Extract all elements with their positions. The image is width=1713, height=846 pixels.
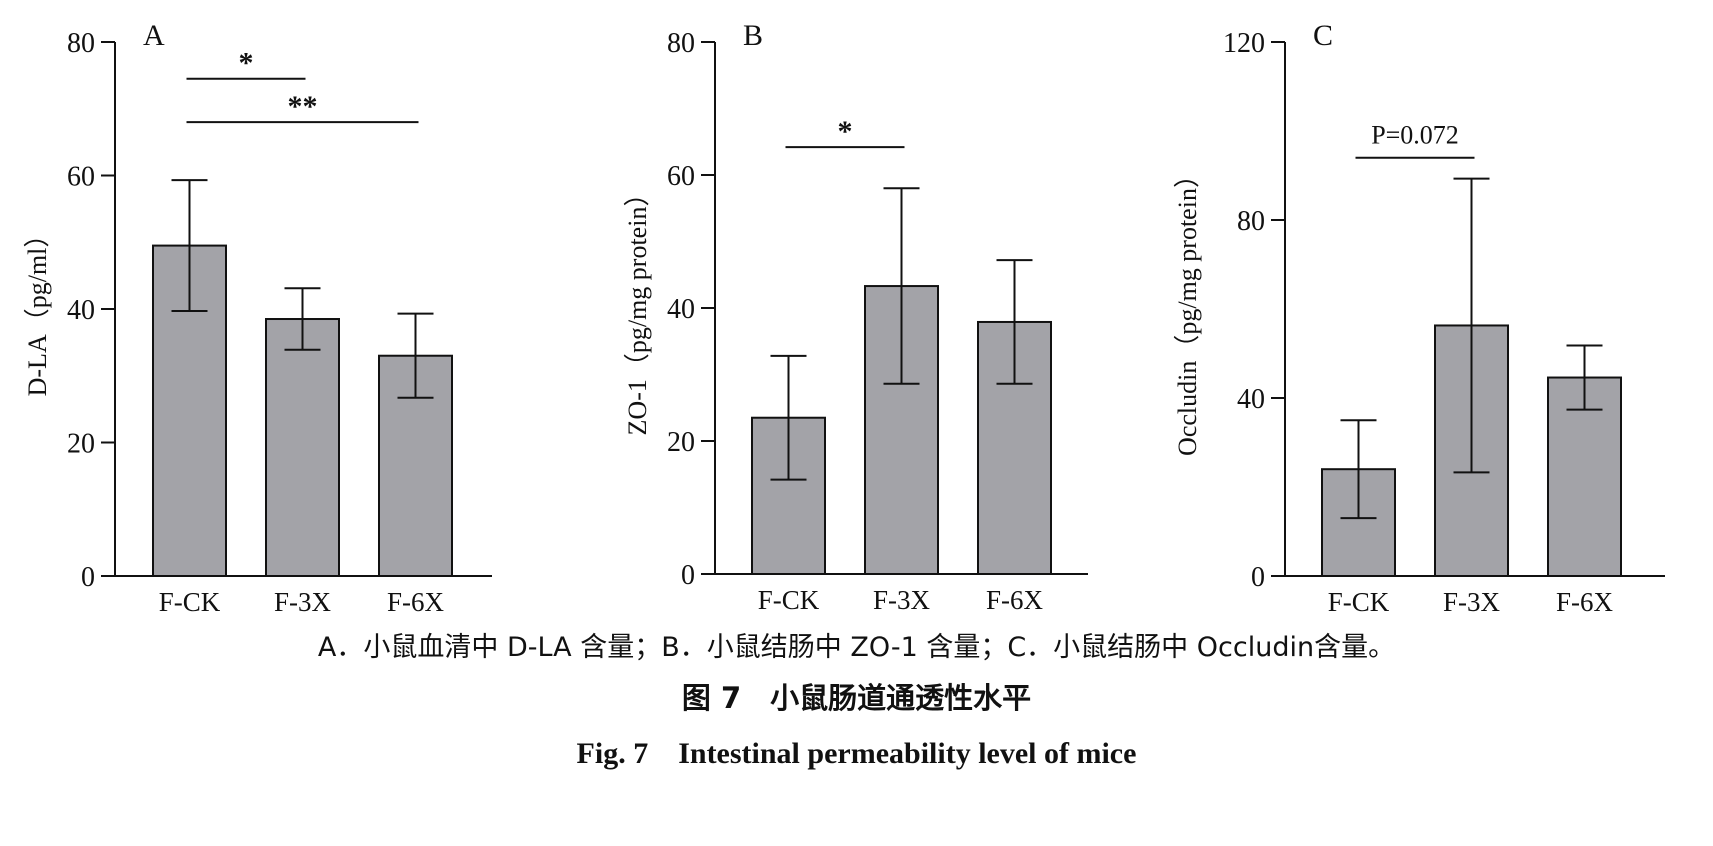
panel-caption: A．小鼠血清中 D-LA 含量；B．小鼠结肠中 ZO-1 含量；C．小鼠结肠中 …: [317, 632, 1396, 663]
y-tick-label: 80: [67, 28, 95, 59]
significance-label: *: [239, 47, 254, 80]
y-tick-label: 60: [67, 162, 95, 193]
y-tick-label: 20: [67, 429, 95, 460]
x-tick-label: F-6X: [387, 587, 445, 617]
x-tick-label: F-3X: [274, 587, 332, 617]
y-axis-label: Occludin（pg/mg protein）: [1173, 162, 1202, 456]
significance-label: **: [288, 90, 318, 123]
bar: [1547, 376, 1622, 577]
x-tick-label: F-CK: [159, 587, 221, 617]
bar: [378, 354, 453, 577]
x-tick-label: F-CK: [758, 585, 820, 615]
y-tick-label: 40: [67, 295, 95, 326]
x-tick-label: F-CK: [1328, 587, 1390, 617]
y-tick-label: 20: [667, 427, 695, 458]
y-tick-label: 60: [667, 161, 695, 192]
y-tick-label: 40: [1237, 384, 1265, 415]
y-tick-label: 80: [667, 28, 695, 59]
y-axis-label: ZO-1（pg/mg protein）: [623, 181, 652, 436]
panel-label: B: [743, 19, 763, 52]
y-tick-label: 80: [1237, 206, 1265, 237]
figure-title-chinese: 图 7 小鼠肠道通透性水平: [681, 681, 1032, 715]
x-tick-label: F-6X: [1556, 587, 1614, 617]
panel-label: C: [1313, 19, 1333, 52]
panel-label: A: [143, 19, 165, 52]
y-tick-label: 0: [1251, 562, 1265, 593]
y-tick-label: 120: [1223, 28, 1265, 59]
figure-title-english: Fig. 7 Intestinal permeability level of …: [576, 737, 1137, 770]
y-tick-label: 40: [667, 294, 695, 325]
x-tick-label: F-3X: [1443, 587, 1501, 617]
x-tick-label: F-3X: [873, 585, 931, 615]
y-axis-label: D-LA（pg/ml）: [23, 222, 52, 397]
significance-label: P=0.072: [1371, 121, 1459, 150]
y-tick-label: 0: [81, 562, 95, 593]
bar: [265, 318, 340, 577]
y-tick-label: 0: [681, 560, 695, 591]
x-tick-label: F-6X: [986, 585, 1044, 615]
significance-label: *: [838, 115, 853, 148]
